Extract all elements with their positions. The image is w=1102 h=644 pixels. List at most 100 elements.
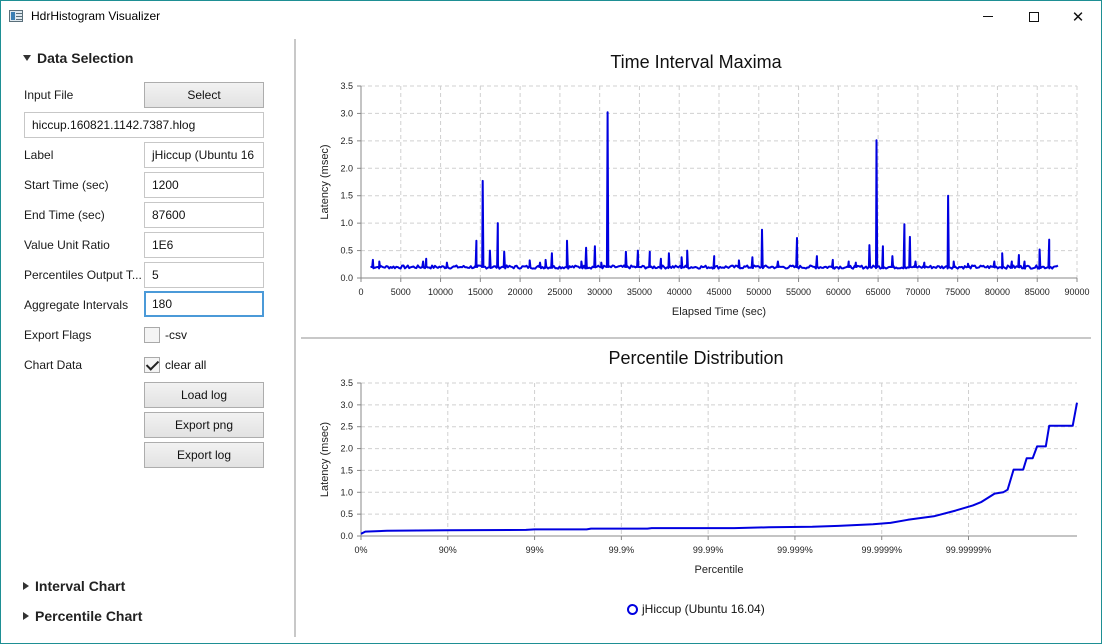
x-tick-label: 99.99999% <box>946 545 992 555</box>
clear-all-checkbox-label: clear all <box>165 358 207 372</box>
start-time-field[interactable]: 1200 <box>144 172 264 198</box>
y-tick-label: 2.5 <box>340 422 353 432</box>
collapsed-triangle-icon <box>23 612 29 620</box>
x-tick-label: 55000 <box>786 287 811 297</box>
collapsed-triangle-icon <box>23 582 29 590</box>
end-time-field[interactable]: 87600 <box>144 202 264 228</box>
y-tick-label: 0.0 <box>340 531 353 541</box>
x-tick-label: 15000 <box>468 287 493 297</box>
start-time-label: Start Time (sec) <box>24 178 109 192</box>
x-axis-label: Percentile <box>695 564 744 576</box>
expanded-triangle-icon <box>23 55 31 61</box>
y-tick-label: 0.5 <box>340 246 353 256</box>
horizontal-splitter[interactable] <box>301 337 1091 339</box>
chart-title-maxima: Time Interval Maxima <box>610 52 782 72</box>
close-button[interactable]: ✕ <box>1055 1 1101 32</box>
app-icon <box>9 10 23 22</box>
x-tick-label: 99.999% <box>777 545 813 555</box>
title-bar[interactable]: HdrHistogram Visualizer ✕ <box>1 1 1101 32</box>
y-tick-label: 3.5 <box>340 81 353 91</box>
x-tick-label: 0 <box>358 287 363 297</box>
x-tick-label: 75000 <box>945 287 970 297</box>
y-tick-label: 1.0 <box>340 218 353 228</box>
interval-chart-header-label: Interval Chart <box>35 578 126 594</box>
x-tick-label: 85000 <box>1025 287 1050 297</box>
y-tick-label: 3.5 <box>340 378 353 388</box>
x-tick-label: 25000 <box>547 287 572 297</box>
x-tick-label: 65000 <box>866 287 891 297</box>
x-tick-label: 80000 <box>985 287 1010 297</box>
value-unit-ratio-field[interactable]: 1E6 <box>144 232 264 258</box>
x-tick-label: 99.99% <box>693 545 724 555</box>
chart-data-label: Chart Data <box>24 358 83 372</box>
load-log-button[interactable]: Load log <box>144 382 264 408</box>
legend-series-label: jHiccup (Ubuntu 16.04) <box>642 602 765 616</box>
percentiles-output-label: Percentiles Output T... <box>24 268 142 282</box>
export-flags-label: Export Flags <box>24 328 92 342</box>
y-tick-label: 2.0 <box>340 163 353 173</box>
percentiles-output-field[interactable]: 5 <box>144 262 264 288</box>
series-line-maxima <box>370 111 1059 270</box>
x-tick-label: 90% <box>439 545 457 555</box>
close-icon: ✕ <box>1071 7 1085 26</box>
y-tick-label: 0.0 <box>340 273 353 283</box>
value-unit-ratio-label: Value Unit Ratio <box>24 238 110 252</box>
y-tick-label: 3.0 <box>340 108 353 118</box>
data-selection-header[interactable]: Data Selection <box>23 50 133 66</box>
aggregate-intervals-field[interactable]: 180 <box>144 291 264 317</box>
maximize-button[interactable] <box>1011 1 1057 32</box>
export-log-button[interactable]: Export log <box>144 442 264 468</box>
vertical-splitter[interactable] <box>294 39 296 637</box>
x-axis-label: Elapsed Time (sec) <box>672 306 766 318</box>
label-field[interactable]: jHiccup (Ubuntu 16 <box>144 142 264 168</box>
x-tick-label: 40000 <box>667 287 692 297</box>
y-tick-label: 2.5 <box>340 136 353 146</box>
percentile-chart-header[interactable]: Percentile Chart <box>23 608 142 624</box>
y-tick-label: 1.5 <box>340 465 353 475</box>
x-tick-label: 99.9% <box>609 545 635 555</box>
minimize-icon <box>983 16 993 17</box>
y-tick-label: 1.0 <box>340 487 353 497</box>
x-tick-label: 20000 <box>508 287 533 297</box>
x-tick-label: 5000 <box>391 287 411 297</box>
aggregate-intervals-label: Aggregate Intervals <box>24 298 129 312</box>
csv-checkbox[interactable] <box>144 327 160 343</box>
x-tick-label: 70000 <box>905 287 930 297</box>
y-tick-label: 2.0 <box>340 444 353 454</box>
csv-checkbox-label: -csv <box>165 328 187 342</box>
y-axis-label: Latency (msec) <box>319 144 331 219</box>
x-tick-label: 60000 <box>826 287 851 297</box>
x-tick-label: 30000 <box>587 287 612 297</box>
y-axis-label: Latency (msec) <box>319 422 331 497</box>
x-tick-label: 90000 <box>1064 287 1089 297</box>
end-time-label: End Time (sec) <box>24 208 105 222</box>
x-tick-label: 99.9999% <box>861 545 902 555</box>
input-file-label: Input File <box>24 88 74 102</box>
minimize-button[interactable] <box>965 1 1011 32</box>
x-tick-label: 35000 <box>627 287 652 297</box>
x-tick-label: 99% <box>526 545 544 555</box>
x-tick-label: 50000 <box>746 287 771 297</box>
legend-series-marker <box>627 603 638 615</box>
label-label: Label <box>24 148 54 162</box>
window-title: HdrHistogram Visualizer <box>31 9 161 23</box>
select-button[interactable]: Select <box>144 82 264 108</box>
time-interval-maxima-chart: 0.0 0.5 1.0 1.5 2.0 2.5 3.0 3.5 0 5000 10000 15000 2… <box>319 81 1090 318</box>
chart-title-percentile: Percentile Distribution <box>608 348 784 368</box>
input-file-field[interactable]: hiccup.160821.1142.7387.hlog <box>24 112 264 138</box>
plot-area <box>361 383 1077 536</box>
x-tick-label: 45000 <box>706 287 731 297</box>
y-tick-label: 1.5 <box>340 191 353 201</box>
interval-chart-header[interactable]: Interval Chart <box>23 578 125 594</box>
y-tick-label: 0.5 <box>340 509 353 519</box>
chart-legend: jHiccup (Ubuntu 16.04) <box>627 602 765 616</box>
percentile-chart-header-label: Percentile Chart <box>35 608 143 624</box>
x-tick-label: 0% <box>354 545 367 555</box>
maximize-icon <box>1029 11 1039 22</box>
clear-all-checkbox[interactable] <box>144 357 160 373</box>
x-tick-label: 10000 <box>428 287 453 297</box>
y-tick-label: 3.0 <box>340 400 353 410</box>
percentile-distribution-chart: 0.0 0.5 1.0 1.5 2.0 2.5 3.0 3.5 0% 90% 99% 99.9% 99.… <box>319 378 1078 576</box>
export-png-button[interactable]: Export png <box>144 412 264 438</box>
